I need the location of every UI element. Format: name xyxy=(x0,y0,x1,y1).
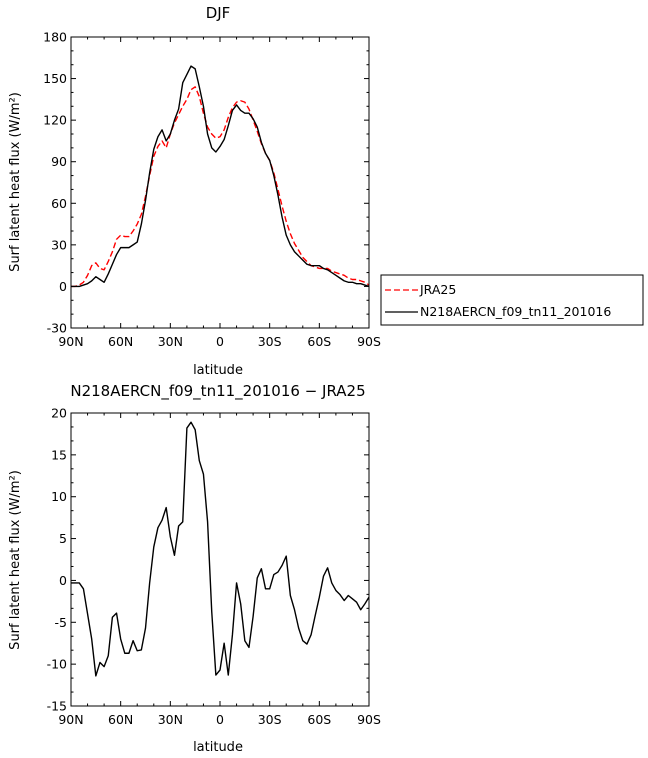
x-tick-label: 0 xyxy=(216,712,224,727)
y-tick-label: -30 xyxy=(47,321,67,336)
x-tick-label: 90N xyxy=(58,334,83,349)
y-tick-label: -5 xyxy=(55,615,67,630)
top-panel-title: DJF xyxy=(206,4,231,22)
bottom-panel: N218AERCN_f09_tn11_201016 − JRA25 -15 -10… xyxy=(8,382,381,755)
y-tick-label: -10 xyxy=(47,657,67,672)
x-tick-label: 90S xyxy=(357,334,381,349)
bottom-panel-title: N218AERCN_f09_tn11_201016 − JRA25 xyxy=(70,382,365,401)
series-line-0 xyxy=(71,86,370,288)
x-tick-label: 90N xyxy=(58,712,83,727)
x-tick-label: 60N xyxy=(108,334,133,349)
y-tick-label: 0 xyxy=(59,279,67,294)
x-tick-label: 0 xyxy=(216,334,224,349)
legend-label-jra25: JRA25 xyxy=(419,282,456,297)
y-tick-label: 10 xyxy=(51,489,67,504)
bottom-panel-frame xyxy=(70,412,370,707)
legend-box xyxy=(380,274,644,326)
top-panel-ylabel: Surf latent heat flux (W/m²) xyxy=(8,92,23,272)
y-tick-label: 150 xyxy=(43,71,67,86)
y-tick-label: 5 xyxy=(59,531,67,546)
top-panel-frame xyxy=(70,36,370,329)
series-line-1 xyxy=(71,65,370,288)
top-panel-xlabel: latitude xyxy=(193,363,243,378)
bottom-panel-xlabel: latitude xyxy=(193,740,243,755)
x-tick-label: 30N xyxy=(158,334,183,349)
x-tick-label: 90S xyxy=(357,712,381,727)
x-tick-label: 30N xyxy=(158,712,183,727)
x-tick-label: 30S xyxy=(258,334,282,349)
y-tick-label: -15 xyxy=(47,699,67,714)
top-panel: DJF -30 0 30 60 90 120 150 180 90N 60N 30N 0 30S 60S 9… xyxy=(8,4,644,378)
y-tick-label: 180 xyxy=(43,30,67,45)
legend-label-model: N218AERCN_f09_tn11_201016 xyxy=(420,304,611,319)
y-tick-label: 30 xyxy=(51,237,67,252)
legend: JRA25 N218AERCN_f09_tn11_201016 xyxy=(380,274,644,326)
x-tick-label: 60S xyxy=(307,712,331,727)
y-tick-label: 60 xyxy=(51,196,67,211)
x-tick-label: 60N xyxy=(108,712,133,727)
x-tick-label: 30S xyxy=(258,712,282,727)
y-tick-label: 0 xyxy=(59,573,67,588)
y-tick-label: 90 xyxy=(51,154,67,169)
x-tick-label: 60S xyxy=(307,334,331,349)
series-line-0 xyxy=(71,421,370,677)
y-tick-label: 120 xyxy=(43,113,67,128)
bottom-panel-ylabel: Surf latent heat flux (W/m²) xyxy=(8,470,23,650)
y-tick-label: 15 xyxy=(51,447,67,462)
y-tick-label: 20 xyxy=(51,406,67,421)
